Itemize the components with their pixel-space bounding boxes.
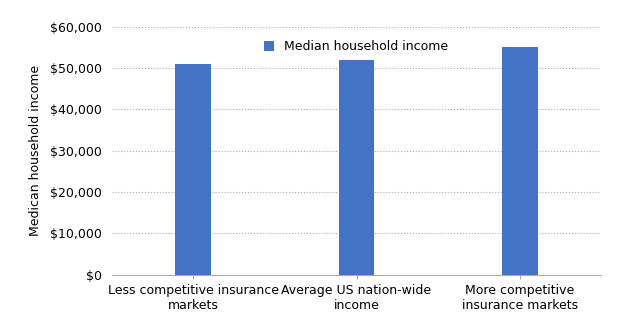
Bar <box>502 48 538 275</box>
Bar <box>339 60 374 275</box>
Y-axis label: Medican household income: Medican household income <box>29 65 42 236</box>
Legend: Median household income: Median household income <box>265 41 448 54</box>
Bar <box>175 64 211 275</box>
